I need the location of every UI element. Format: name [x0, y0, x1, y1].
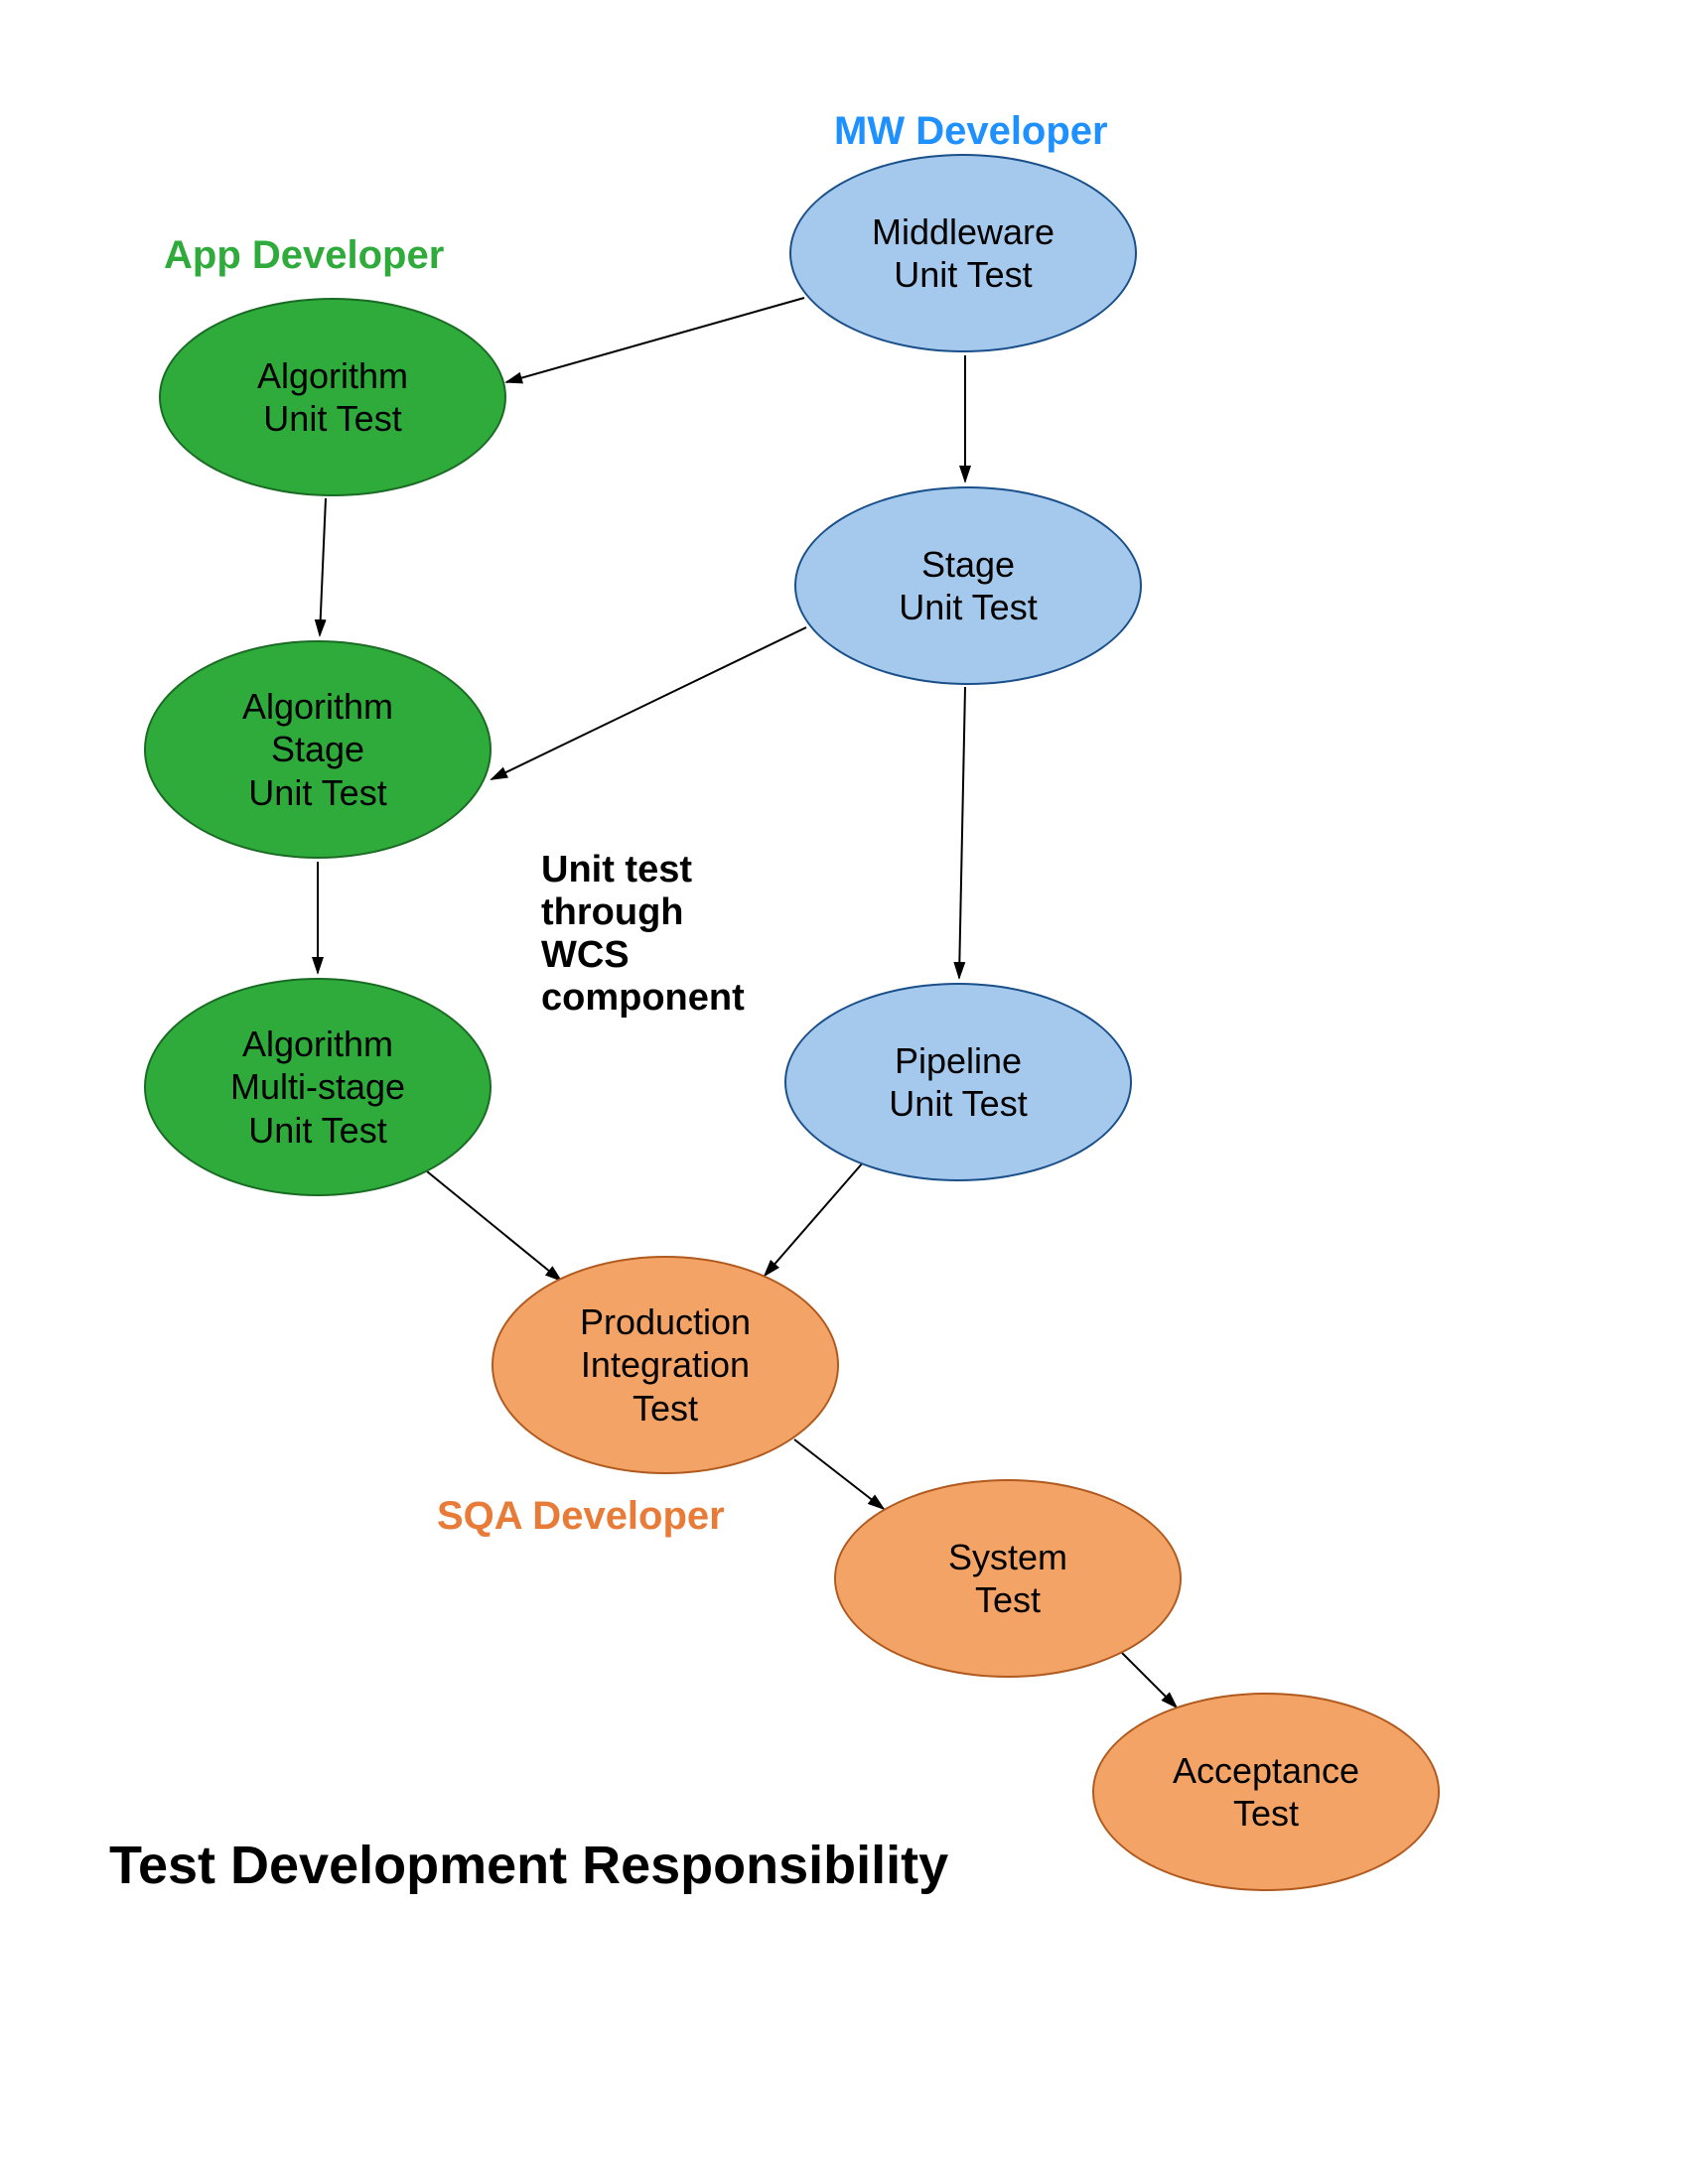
- node-stage-unit-test: Stage Unit Test: [794, 486, 1142, 685]
- edge-pipeline-unit-test-to-production-integration-test: [765, 1161, 864, 1276]
- edge-production-integration-test-to-system-test: [794, 1439, 884, 1509]
- node-algorithm-multistage-unit-test: Algorithm Multi-stage Unit Test: [144, 978, 492, 1196]
- edge-algorithm-multistage-unit-test-to-production-integration-test: [427, 1171, 561, 1281]
- edge-stage-unit-test-to-algorithm-stage-unit-test: [492, 627, 806, 779]
- node-label: Stage Unit Test: [899, 543, 1037, 628]
- node-system-test: System Test: [834, 1479, 1182, 1678]
- node-algorithm-unit-test: Algorithm Unit Test: [159, 298, 506, 496]
- node-middleware-unit-test: Middleware Unit Test: [789, 154, 1137, 352]
- node-label: Algorithm Stage Unit Test: [242, 685, 393, 814]
- node-label: Production Integration Test: [580, 1300, 751, 1430]
- node-acceptance-test: Acceptance Test: [1092, 1693, 1440, 1891]
- node-algorithm-stage-unit-test: Algorithm Stage Unit Test: [144, 640, 492, 859]
- diagram-title: Test Development Responsibility: [109, 1835, 948, 1896]
- node-label: Algorithm Multi-stage Unit Test: [230, 1023, 405, 1152]
- node-label: Pipeline Unit Test: [889, 1039, 1027, 1125]
- wcs-label: Unit test through WCS component: [541, 849, 745, 1020]
- edge-system-test-to-acceptance-test: [1122, 1653, 1177, 1707]
- edge-stage-unit-test-to-pipeline-unit-test: [959, 687, 965, 978]
- node-label: Acceptance Test: [1173, 1749, 1359, 1835]
- mw-dev-label: MW Developer: [834, 109, 1108, 154]
- edge-middleware-unit-test-to-algorithm-unit-test: [506, 298, 804, 382]
- node-label: Middleware Unit Test: [872, 210, 1055, 296]
- node-label: Algorithm Unit Test: [257, 354, 408, 440]
- edge-algorithm-unit-test-to-algorithm-stage-unit-test: [320, 498, 326, 635]
- diagram-canvas: Middleware Unit Test Algorithm Unit Test S…: [0, 0, 1688, 2184]
- sqa-dev-label: SQA Developer: [437, 1494, 725, 1539]
- app-dev-label: App Developer: [164, 233, 444, 278]
- node-label: System Test: [948, 1536, 1067, 1621]
- node-pipeline-unit-test: Pipeline Unit Test: [784, 983, 1132, 1181]
- node-production-integration-test: Production Integration Test: [492, 1256, 839, 1474]
